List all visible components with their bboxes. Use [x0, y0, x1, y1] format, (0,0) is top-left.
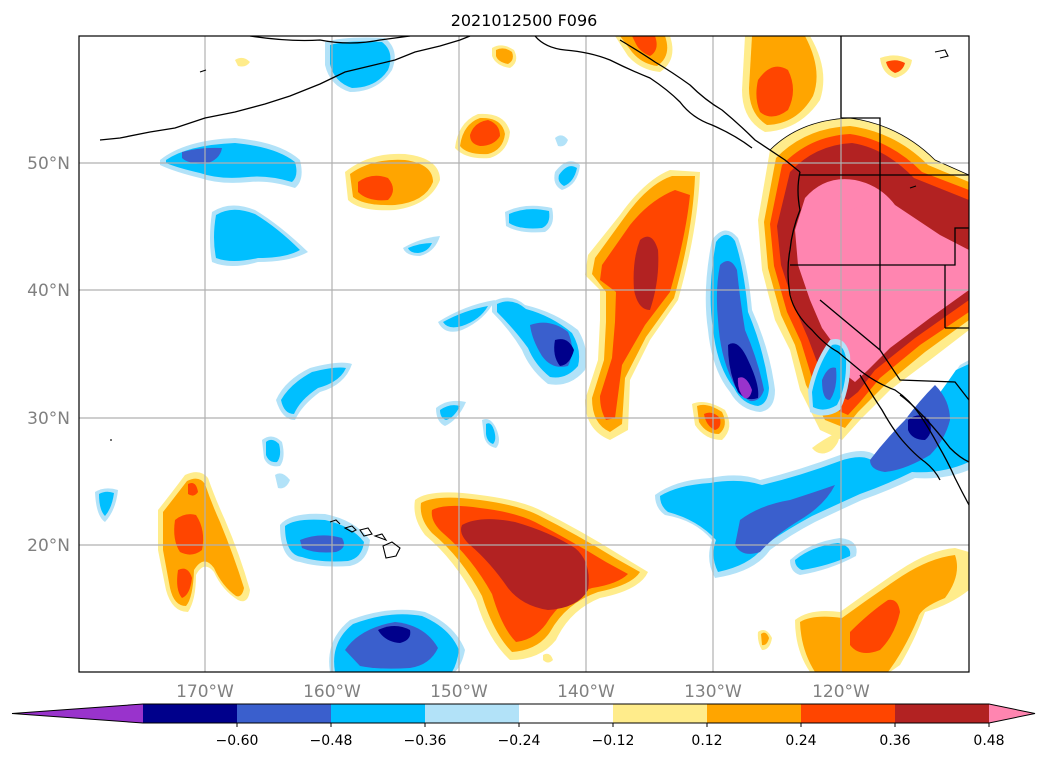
map-frame: [78, 35, 970, 673]
lat-label: 50°N: [27, 154, 70, 174]
colorbar-swatch: [237, 704, 332, 723]
colorbar-swatch: [425, 704, 520, 723]
lon-label: 140°W: [557, 682, 615, 702]
lon-label: 160°W: [303, 682, 361, 702]
colorbar-tick-label: −0.12: [592, 733, 635, 749]
positive-anomaly-se-corner: [757, 432, 969, 672]
lat-label: 20°N: [27, 536, 70, 556]
lat-label: 40°N: [27, 281, 70, 301]
colorbar-swatch: [331, 704, 426, 723]
positive-anomaly-mid-pacific: [345, 113, 510, 211]
negative-anomaly-baja-band: [655, 360, 969, 578]
colorbar-swatch: [143, 704, 238, 723]
lon-label: 170°W: [176, 682, 234, 702]
negative-anomaly-east-pacific: [705, 230, 851, 416]
positive-anomaly-west-subtropics: [158, 472, 250, 612]
lon-label: 130°W: [684, 682, 742, 702]
colorbar-tick-label: −0.24: [498, 733, 541, 749]
colorbar-tick-label: 0.12: [691, 733, 722, 749]
latitude-labels: 50°N 40°N 30°N 20°N: [27, 154, 70, 556]
colorbar-tick-label: 0.24: [785, 733, 816, 749]
positive-anomaly-hawaii-east: [414, 492, 648, 663]
colorbar-extend-max: [989, 704, 1035, 723]
colorbar-tick-label: 0.36: [879, 733, 910, 749]
negative-anomaly-south: [329, 609, 465, 672]
lon-label: 120°W: [812, 682, 870, 702]
map-panel: [79, 36, 969, 672]
colorbar-tick-label: −0.48: [310, 733, 353, 749]
colorbar-tick-label: −0.60: [216, 733, 259, 749]
colorbar: −0.60 −0.48 −0.36 −0.24 −0.12 0.12 0.24 0.36 0.4…: [11, 703, 1036, 749]
colorbar-swatch: [801, 704, 896, 723]
lon-label: 150°W: [430, 682, 488, 702]
longitude-labels: 170°W 160°W 150°W 140°W 130°W 120°W: [176, 682, 870, 702]
positive-anomaly-bc-coast: [742, 36, 824, 132]
negative-anomaly-scattered: [95, 135, 587, 522]
colorbar-extend-min: [12, 704, 143, 723]
islands: [110, 49, 949, 559]
graticule: [79, 36, 969, 672]
positive-anomaly-west-coast: [758, 117, 969, 440]
map-title: 2021012500 F096: [451, 11, 598, 30]
colorbar-tick-label: −0.36: [404, 733, 447, 749]
colorbar-swatch: [519, 704, 614, 723]
colorbar-swatch: [895, 704, 990, 723]
colorbar-swatch: [613, 704, 708, 723]
coastlines: [99, 36, 969, 506]
colorbar-swatch: [707, 704, 802, 723]
lat-label: 30°N: [27, 409, 70, 429]
positive-anomaly-central-band: [585, 170, 730, 440]
colorbar-tick-label: 0.48: [973, 733, 1004, 749]
